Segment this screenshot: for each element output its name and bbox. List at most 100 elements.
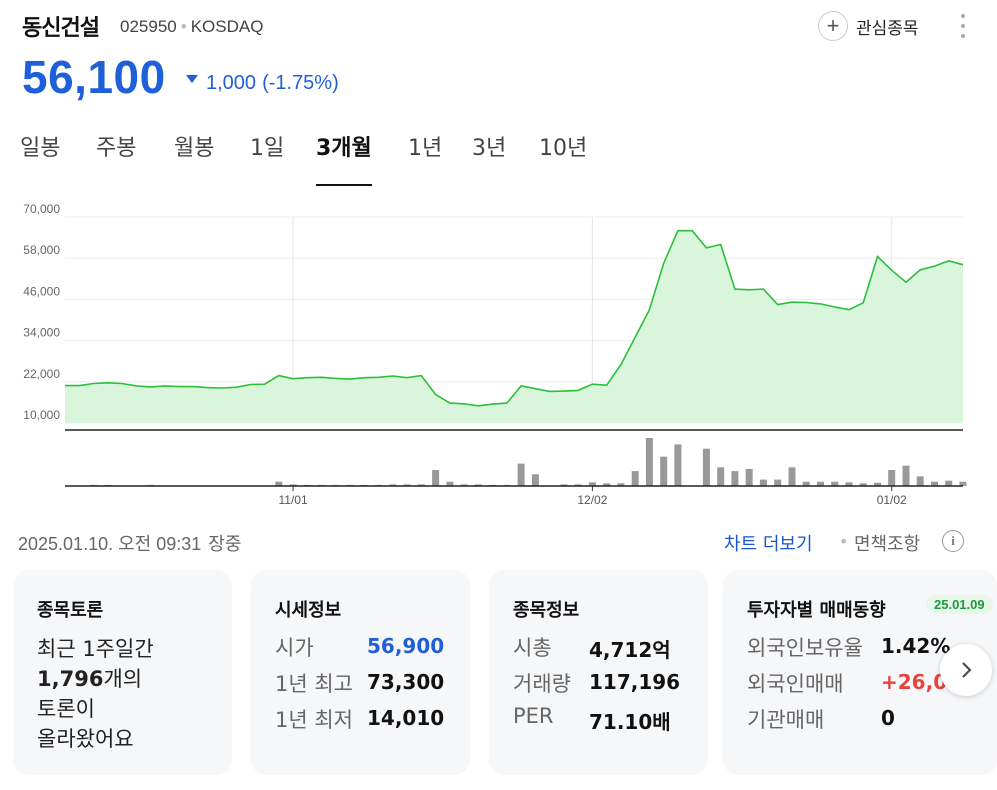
tab-1day[interactable]: 1일 bbox=[250, 130, 284, 186]
volume-bar bbox=[674, 444, 682, 486]
discussion-count: 1,796 bbox=[37, 667, 104, 691]
stock-name: 동신건설 bbox=[22, 16, 100, 41]
kv-row: 1년 최고 73,300 bbox=[275, 668, 470, 698]
discussion-text: 최근 1주일간 1,796개의 토론이 올라왔어요 bbox=[37, 634, 217, 754]
stock-header: 동신건설 025950 • KOSDAQ + 관심종목 bbox=[22, 8, 982, 48]
kv-row: 시가 56,900 bbox=[275, 632, 470, 662]
summary-cards: 종목토론 최근 1주일간 1,796개의 토론이 올라왔어요 시세정보 시가 56… bbox=[13, 570, 997, 775]
tab-label: 1년 bbox=[408, 136, 443, 161]
price-area bbox=[65, 230, 963, 423]
discussion-count-line: 1,796개의 bbox=[37, 664, 217, 694]
discussion-line: 개의 bbox=[103, 667, 143, 691]
tab-label: 주봉 bbox=[96, 136, 137, 161]
timestamp-text: 2025.01.10. 오전 09:31 bbox=[18, 534, 202, 554]
volume-bar bbox=[759, 479, 767, 486]
more-vertical-icon[interactable] bbox=[958, 14, 968, 38]
down-arrow-icon bbox=[186, 75, 198, 83]
price-line bbox=[65, 229, 964, 407]
volume-bar bbox=[959, 481, 967, 486]
volume-value: 117,196 bbox=[589, 670, 681, 694]
volume-bar bbox=[517, 463, 525, 486]
stock-code: 025950 bbox=[120, 17, 177, 36]
y-tick-label: 22,000 bbox=[23, 367, 60, 381]
add-to-watchlist-button[interactable]: + 관심종목 bbox=[818, 10, 919, 42]
kv-row: 외국인보유율 1.42% bbox=[747, 632, 997, 662]
volume-bar bbox=[617, 483, 625, 486]
volume-bar bbox=[774, 479, 782, 486]
change-percent: (-1.75%) bbox=[262, 72, 339, 94]
card-title: 종목토론 bbox=[37, 600, 104, 621]
investor-trend-card[interactable]: 투자자별 매매동향 25.01.09 외국인보유율 1.42% 외국인매매 +26,… bbox=[723, 570, 997, 775]
tab-3months[interactable]: 3개월 bbox=[316, 130, 372, 186]
volume-bar bbox=[417, 484, 425, 486]
y-tick-label: 58,000 bbox=[23, 243, 60, 257]
volume-bar bbox=[403, 484, 411, 486]
discussion-card[interactable]: 종목토론 최근 1주일간 1,796개의 토론이 올라왔어요 bbox=[13, 570, 232, 775]
change-amount: 1,000 bbox=[206, 72, 257, 94]
volume-bar bbox=[902, 465, 910, 486]
meta-separator: • bbox=[180, 17, 187, 36]
discussion-line: 최근 1주일간 bbox=[37, 637, 154, 661]
volume-bar bbox=[745, 468, 753, 486]
quote-info-row: 2025.01.10. 오전 09:31 장중 차트 더보기 • 면책조항 i bbox=[18, 528, 978, 558]
volume-bar bbox=[474, 484, 482, 486]
foreign-ownership-label: 외국인보유율 bbox=[747, 636, 863, 660]
volume-bar bbox=[574, 484, 582, 486]
volume-bar bbox=[845, 482, 853, 486]
volume-bar bbox=[389, 484, 397, 486]
tab-label: 월봉 bbox=[174, 136, 215, 161]
y-tick-label: 10,000 bbox=[23, 408, 60, 422]
tab-3years[interactable]: 3년 bbox=[472, 130, 506, 186]
info-icon[interactable]: i bbox=[942, 530, 964, 552]
quote-timestamp: 2025.01.10. 오전 09:31 장중 bbox=[18, 530, 241, 556]
x-tick-label: 11/01 bbox=[278, 493, 307, 507]
card-title: 투자자별 매매동향 bbox=[747, 600, 886, 621]
tab-label: 1일 bbox=[250, 136, 285, 161]
tab-weekly[interactable]: 주봉 bbox=[96, 130, 136, 186]
plus-icon: + bbox=[818, 11, 848, 41]
foreign-ownership-value: 1.42% bbox=[881, 634, 951, 658]
y-tick-label: 70,000 bbox=[23, 202, 60, 216]
price-chart[interactable]: 70,000 58,000 46,000 34,000 22,000 10,000 11/0… bbox=[0, 200, 997, 520]
market-cap-label: 시총 bbox=[513, 636, 552, 660]
watchlist-label: 관심종목 bbox=[856, 18, 919, 39]
volume-label: 거래량 bbox=[513, 672, 571, 696]
stock-market: KOSDAQ bbox=[190, 17, 264, 36]
volume-bar bbox=[275, 481, 283, 486]
card-title: 종목정보 bbox=[513, 600, 580, 621]
y-tick-label: 34,000 bbox=[23, 326, 60, 340]
x-tick-label: 01/02 bbox=[877, 493, 907, 507]
market-info-card[interactable]: 시세정보 시가 56,900 1년 최고 73,300 1년 최저 14,010 bbox=[251, 570, 470, 775]
volume-bar bbox=[660, 456, 668, 486]
volume-bar bbox=[831, 481, 839, 486]
volume-bar bbox=[460, 484, 468, 486]
volume-bar bbox=[788, 467, 796, 486]
next-card-button[interactable] bbox=[940, 644, 992, 696]
foreign-trade-label: 외국인매매 bbox=[747, 672, 844, 696]
volume-bar bbox=[945, 480, 953, 486]
tab-1year[interactable]: 1년 bbox=[408, 130, 442, 186]
volume-bar bbox=[588, 482, 596, 486]
kv-row: 거래량 117,196 bbox=[513, 668, 708, 698]
open-value: 56,900 bbox=[367, 634, 445, 658]
chart-more-link[interactable]: 차트 더보기 bbox=[724, 534, 813, 555]
tab-daily[interactable]: 일봉 bbox=[20, 130, 60, 186]
stock-meta: 025950 • KOSDAQ bbox=[120, 17, 263, 37]
volume-bar bbox=[931, 481, 938, 486]
info-separator: • bbox=[839, 532, 849, 551]
kv-row: PER 71.10배 bbox=[513, 704, 708, 734]
volume-bar bbox=[289, 484, 297, 486]
tab-monthly[interactable]: 월봉 bbox=[174, 130, 214, 186]
year-high-value: 73,300 bbox=[367, 670, 445, 694]
year-low-value: 14,010 bbox=[367, 706, 445, 730]
institution-trade-label: 기관매매 bbox=[747, 708, 825, 732]
tab-label: 3개월 bbox=[316, 136, 372, 161]
chevron-right-icon bbox=[962, 662, 972, 678]
volume-bar bbox=[560, 484, 568, 486]
per-label: PER bbox=[513, 704, 554, 728]
stock-info-card[interactable]: 종목정보 시총 4,712억 거래량 117,196 PER 71.10배 bbox=[489, 570, 708, 775]
volume-bar bbox=[702, 448, 710, 486]
volume-bar bbox=[645, 438, 653, 486]
disclaimer-link[interactable]: 면책조항 bbox=[854, 534, 921, 555]
tab-10years[interactable]: 10년 bbox=[539, 130, 587, 186]
